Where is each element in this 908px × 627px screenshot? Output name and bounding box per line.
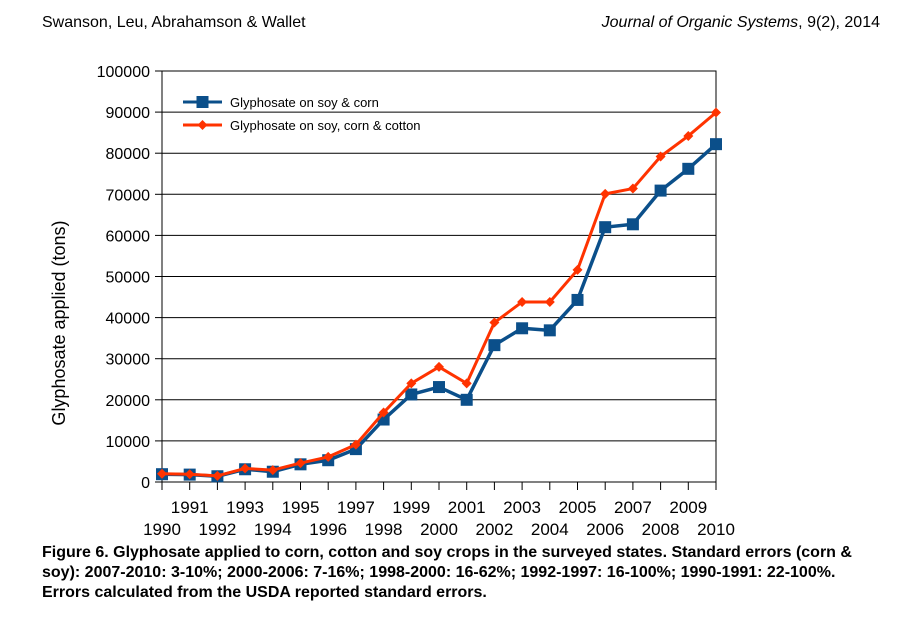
y-tick-label: 30000 (106, 352, 151, 369)
x-tick-label: 2005 (559, 498, 597, 517)
legend-swatch-marker (196, 96, 209, 108)
data-point (157, 468, 167, 479)
x-tick-label: 2010 (697, 520, 735, 539)
data-point (517, 296, 528, 307)
data-point (240, 463, 251, 474)
journal-name: Journal of Organic Systems (601, 14, 799, 31)
x-tick-label: 2007 (614, 498, 652, 517)
data-point (571, 293, 584, 306)
data-point (683, 130, 694, 141)
data-point (488, 339, 501, 352)
x-tick-label: 1999 (392, 498, 430, 517)
x-tick-label: 2009 (669, 498, 707, 517)
y-tick-label: 80000 (106, 146, 151, 163)
y-tick-label: 10000 (106, 434, 151, 451)
data-point (711, 107, 721, 118)
data-point (350, 439, 361, 450)
x-tick-label: 1991 (171, 498, 209, 517)
data-point (599, 221, 612, 234)
data-point (682, 162, 695, 175)
x-tick-label: 2003 (503, 498, 541, 517)
journal-citation: Journal of Organic Systems, 9(2), 2014 (602, 14, 880, 32)
journal-volume: , 9(2), 2014 (798, 14, 880, 31)
x-tick-label: 2006 (586, 520, 624, 539)
legend-label: Glyphosate on soy & corn (230, 95, 379, 110)
data-point (710, 138, 722, 151)
data-point (267, 465, 278, 476)
figure-caption: Figure 6. Glyphosate applied to corn, co… (42, 544, 852, 601)
x-tick-label: 2002 (475, 520, 513, 539)
x-tick-label: 2001 (448, 498, 486, 517)
x-axis-ticks: 1990 1991 1992 1993 1994 1995 1996 1997 1998 1999… (143, 482, 735, 539)
x-tick-label: 1996 (309, 520, 347, 539)
y-tick-label: 70000 (106, 187, 151, 204)
data-point (434, 361, 444, 372)
data-point (378, 407, 389, 418)
data-point (295, 458, 306, 469)
y-axis-ticks: 0 10000 20000 30000 40000 50000 60000 70000 8000… (97, 64, 162, 492)
y-tick-label: 60000 (106, 228, 151, 245)
x-tick-label: 1997 (337, 498, 375, 517)
x-tick-label: 1992 (198, 520, 236, 539)
y-tick-label: 50000 (106, 270, 151, 287)
legend-swatch-marker (197, 120, 208, 130)
data-point (627, 183, 638, 194)
data-point (461, 378, 472, 389)
y-tick-label: 90000 (106, 105, 151, 122)
y-tick-label: 40000 (106, 311, 151, 328)
data-point (572, 264, 583, 275)
data-point (516, 322, 529, 335)
data-point (212, 470, 223, 481)
series-group (156, 138, 722, 483)
legend: Glyphosate on soy & corn Glyphosate on so… (183, 95, 421, 133)
data-point (626, 218, 639, 231)
data-point (543, 324, 556, 337)
x-tick-label: 1995 (282, 498, 320, 517)
data-point (323, 451, 334, 462)
line-chart: 0 10000 20000 30000 40000 50000 60000 70000 8000… (49, 64, 735, 539)
data-point (406, 378, 417, 389)
data-point (433, 381, 445, 394)
author-list: Swanson, Leu, Abrahamson & Wallet (42, 14, 306, 31)
data-point (544, 296, 555, 307)
y-tick-label: 100000 (97, 64, 150, 81)
x-tick-label: 2000 (420, 520, 458, 539)
data-point (405, 388, 418, 401)
legend-label: Glyphosate on soy, corn & cotton (230, 118, 421, 133)
data-point (489, 317, 500, 328)
x-tick-label: 1994 (254, 520, 292, 539)
y-tick-label: 20000 (106, 393, 151, 410)
x-tick-label: 1993 (226, 498, 264, 517)
series-lines (156, 107, 722, 483)
data-point (184, 469, 195, 480)
y-axis-label: Glyphosate applied (tons) (49, 220, 69, 425)
data-point (600, 188, 611, 199)
data-point (654, 184, 667, 197)
x-tick-label: 2004 (531, 520, 569, 539)
data-point (655, 151, 666, 162)
data-point (460, 393, 473, 406)
x-tick-label: 1990 (143, 520, 181, 539)
series-group (157, 107, 721, 481)
y-tick-label: 0 (141, 475, 150, 492)
x-tick-label: 2008 (642, 520, 680, 539)
x-tick-label: 1998 (365, 520, 403, 539)
series-line (161, 111, 717, 478)
